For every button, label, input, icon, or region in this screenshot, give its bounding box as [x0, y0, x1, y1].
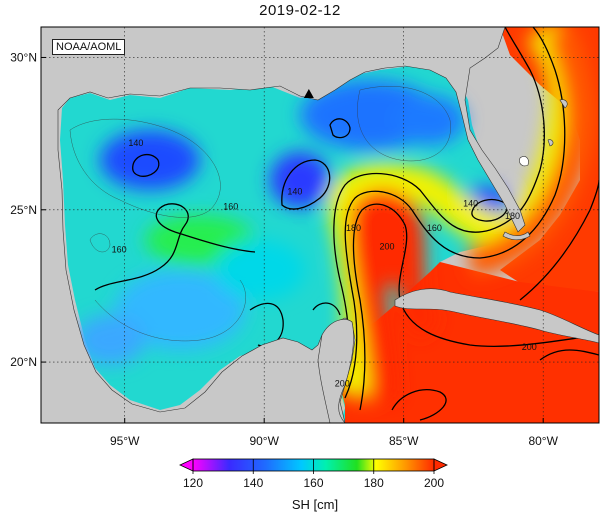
lat-tick-label: 30°N: [10, 50, 37, 64]
mid-cyan-southwest: [75, 315, 145, 365]
landmasses: [41, 27, 599, 423]
contour-label: 160: [223, 202, 238, 212]
contour-label: 200: [335, 378, 350, 388]
contour-thin-3: [357, 86, 451, 162]
contour-160-south: [312, 302, 341, 316]
contour-thin-2: [94, 279, 246, 342]
colorbar-tick-label: 120: [183, 476, 203, 490]
contour-label: 160: [112, 244, 127, 254]
contour-140-north: [329, 118, 351, 139]
colorbar-label: SH [cm]: [291, 497, 339, 512]
colorbar-tick-label: 160: [303, 476, 323, 490]
land-bahamas: [547, 99, 568, 147]
lat-lon-grid: [41, 27, 599, 423]
lon-tick-label: 90°W: [249, 434, 279, 448]
gulfstream-warm: [467, 27, 594, 277]
mid-cyan-center: [215, 240, 305, 300]
lat-tick-label: 25°N: [10, 203, 37, 217]
source-label: NOAA/AOML: [52, 39, 126, 55]
contour-label-layer: 140 140 140 160 160 160 180 180 200 200 200: [112, 138, 537, 389]
contour-label: 200: [379, 241, 394, 251]
sea-height-field: [60, 27, 599, 423]
colorbar-max-extension: [433, 458, 448, 472]
land-yucatan: [317, 319, 354, 423]
contour-label: 200: [522, 342, 537, 352]
mid-cyan-south: [115, 270, 245, 350]
low-anomaly-north2: [395, 95, 465, 145]
low-anomaly-west: [100, 130, 200, 190]
warm-eddy: [353, 203, 417, 287]
lat-tick-label: 20°N: [10, 355, 37, 369]
contour-140-central: [281, 159, 331, 210]
contour-label: 180: [505, 211, 520, 221]
station-marker: [303, 89, 314, 99]
land-north-america: [41, 27, 526, 423]
low-anomaly-central: [270, 152, 330, 208]
colorbar-tick-label: 180: [364, 476, 384, 490]
lon-tick-label: 80°W: [528, 434, 558, 448]
colorbar-tick-label: 200: [424, 476, 444, 490]
map-frame: [40, 26, 600, 424]
colorbar: 120 140 160 180 200: [179, 458, 448, 490]
contour-label: 160: [427, 223, 442, 233]
contour-200-east: [539, 349, 599, 361]
contour-160-gulf: [333, 27, 545, 373]
contour-label: 140: [287, 186, 302, 196]
contour-label: 180: [346, 223, 361, 233]
land-florida-keys: [502, 231, 531, 241]
contour-200-south: [391, 389, 447, 421]
contour-140-east: [471, 198, 508, 222]
contour-140-west: [132, 153, 160, 177]
contour-label: 140: [463, 199, 478, 209]
contour-label: 140: [128, 138, 143, 148]
axis-ticks: 95°W 90°W 85°W 80°W 20°N 25°N 30°N: [10, 50, 558, 448]
colorbar-ticks: 120 140 160 180 200: [183, 459, 444, 490]
contour-200-loop: [352, 203, 599, 411]
contour-200-atlantic: [519, 179, 599, 301]
map-title: 2019-02-12: [259, 2, 341, 19]
land-cuba: [394, 288, 599, 344]
land-island-andros: [519, 156, 529, 167]
lon-tick-label: 85°W: [389, 434, 419, 448]
contour-160-loop: [94, 203, 256, 291]
lon-tick-label: 95°W: [110, 434, 140, 448]
colorbar-min-extension: [179, 458, 194, 472]
colorbar-tick-label: 140: [243, 476, 263, 490]
